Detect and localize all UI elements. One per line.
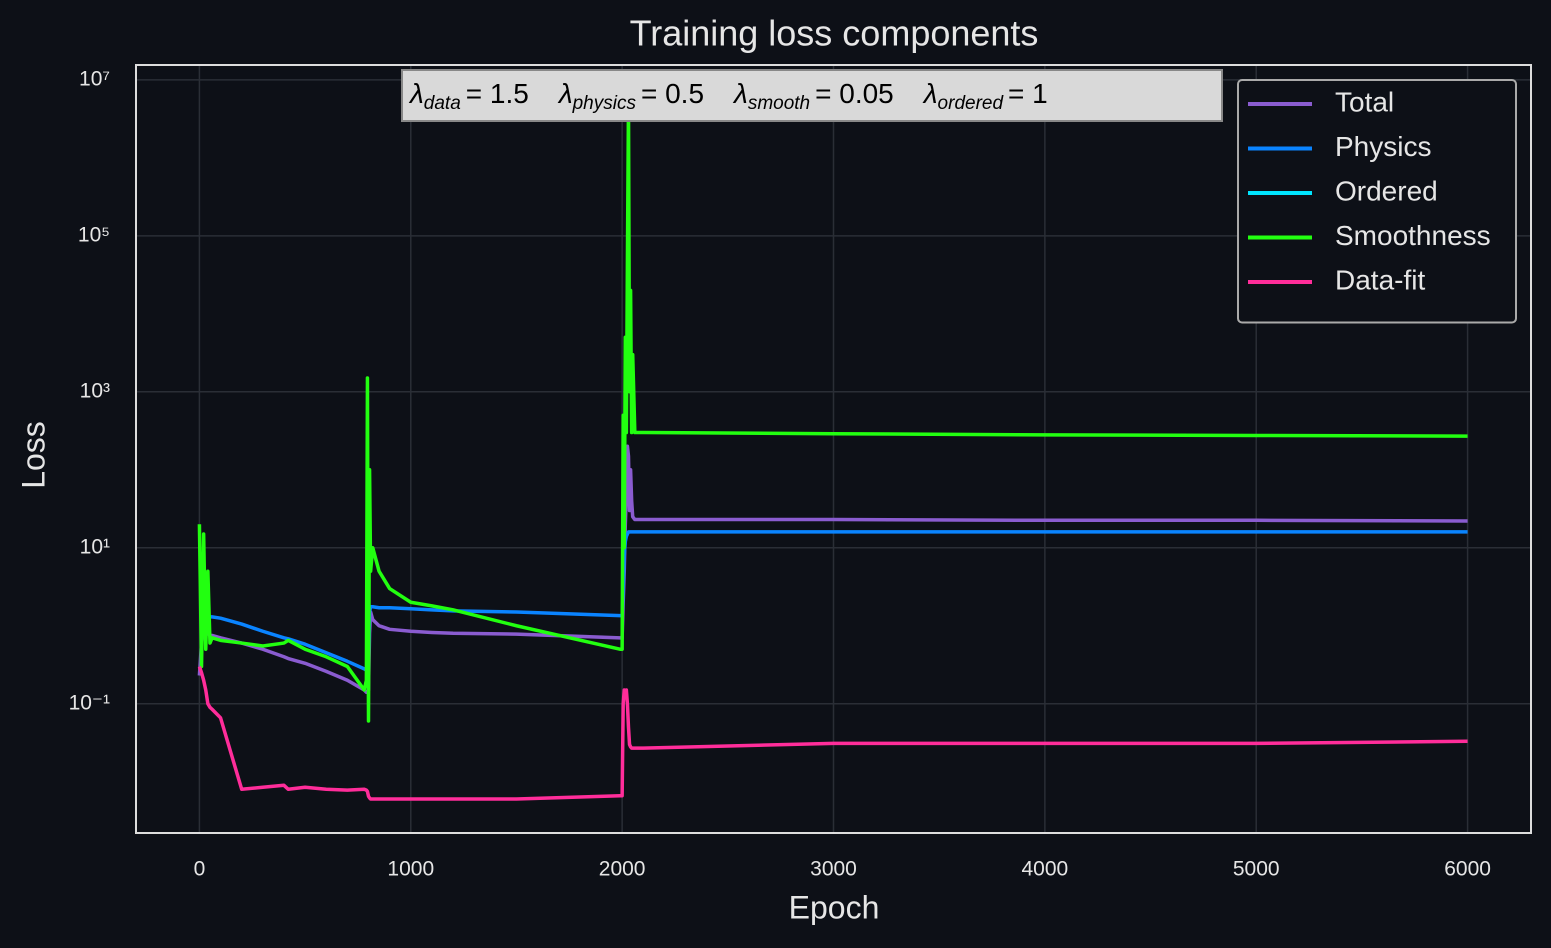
x-tick-label: 3000 [810,858,857,881]
y-tick-label: 10⁷ [79,67,110,90]
annotation-subscript: ordered [938,93,1005,114]
x-tick-label: 1000 [387,858,434,881]
series-line [197,665,1468,801]
x-tick-label: 6000 [1444,858,1491,881]
series-line [197,101,1468,723]
y-tick-label: 10³ [80,379,110,402]
legend-label: Smoothness [1335,220,1491,251]
annotation-symbol: λ [732,78,748,109]
annotation-subscript: physics [572,93,637,114]
y-tick-label: 10⁻¹ [69,691,110,714]
chart-title: Training loss components [630,13,1039,54]
series-line [199,530,1468,672]
annotation-symbol: λ [922,78,938,109]
legend: Total Physics Ordered Smoothness Data-fit [1237,79,1517,324]
y-axis-label: Loss [15,421,51,489]
legend-label: Physics [1335,131,1431,162]
annotation: λdata = 1.5 λphysics = 0.5 λsmooth = 0.05 λord… [408,78,1048,114]
x-tick-label: 2000 [599,858,646,881]
x-tick-label: 4000 [1022,858,1069,881]
annotation-box [401,69,1223,122]
annotation-subscript: smooth [748,93,810,114]
annotation-subscript: data [424,93,461,114]
annotation-value: = 1 [1008,78,1048,109]
plot-frame [135,64,1532,834]
y-tick-label: 10⁵ [78,223,110,246]
x-tick-label: 5000 [1233,858,1280,881]
legend-label: Total [1335,86,1394,117]
x-axis-label: Epoch [789,889,880,925]
legend-label: Data-fit [1335,264,1425,295]
annotation-symbol: λ [557,78,573,109]
annotation-symbol: λ [408,78,424,109]
x-tick-label: 0 [194,858,206,881]
annotation-value: = 0.5 [641,78,704,109]
annotation-value: = 1.5 [466,78,529,109]
legend-label: Ordered [1335,175,1438,206]
y-tick-label: 10¹ [80,535,110,558]
annotation-value: = 0.05 [815,78,894,109]
lines [197,101,1468,801]
legend-box [1237,79,1517,324]
annotation-text: λdata = 1.5 λphysics = 0.5 λsmooth = 0.05 λord… [408,78,1048,114]
